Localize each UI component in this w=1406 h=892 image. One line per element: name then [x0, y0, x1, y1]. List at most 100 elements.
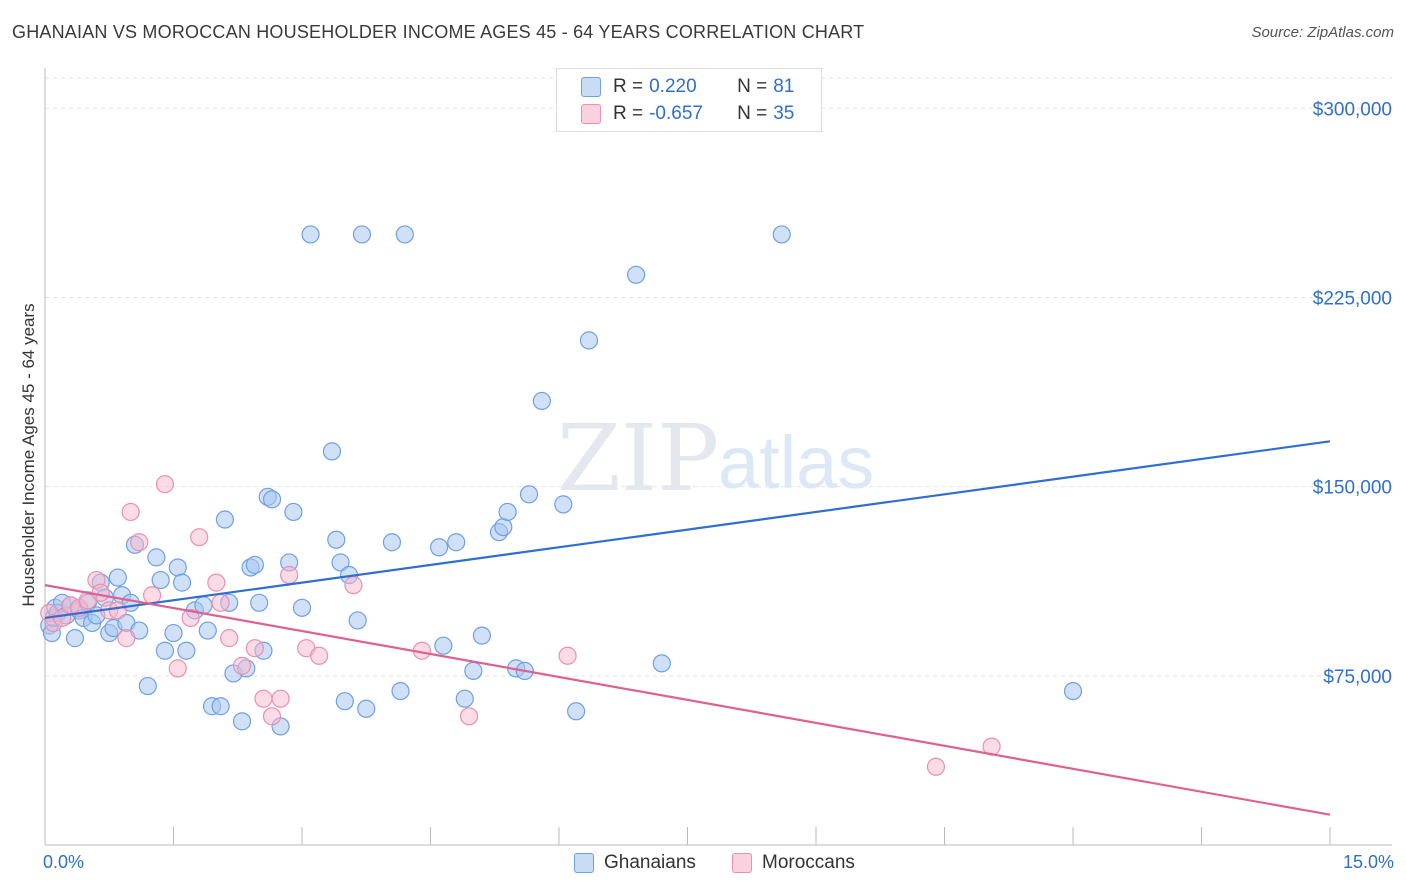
ghanaians-point — [198, 621, 217, 640]
ghanaians-point — [1063, 681, 1083, 701]
legend-row-ghanaians: R = 0.220 N = 81 — [557, 74, 794, 100]
ghanaians-point — [301, 225, 320, 244]
ghanaians-point — [177, 641, 196, 660]
moroccans-point — [926, 757, 946, 776]
moroccans-point — [181, 608, 200, 628]
ghanaians-point — [382, 533, 402, 552]
axes — [44, 68, 1392, 846]
x-tick-label-max: 15.0% — [1342, 852, 1394, 872]
ghanaians-point — [447, 533, 466, 552]
ghanaians-point — [331, 553, 350, 572]
ghanaians-point — [464, 661, 483, 681]
moroccans-point — [280, 565, 299, 585]
x-tick-label-min: 0.0% — [43, 852, 85, 872]
ghanaians-trend-line — [44, 440, 1331, 620]
moroccans-point — [459, 707, 479, 726]
moroccans-point — [220, 629, 239, 648]
y-tick-labels: $75,000 $150,000 $225,000 $300,000 — [1313, 99, 1392, 688]
ghanaians-point — [172, 573, 192, 592]
moroccans-point — [108, 601, 127, 620]
ghanaians-point — [532, 391, 551, 411]
legend-item-ghanaians: Ghanaians — [574, 852, 696, 874]
legend-label: Ghanaians — [604, 852, 696, 873]
watermark-atlas: atlas — [718, 421, 874, 504]
ghanaians-point — [211, 697, 230, 716]
legend-item-moroccans: Moroccans — [732, 852, 855, 874]
legend-label: Moroccans — [762, 852, 855, 873]
ghanaians-point — [498, 502, 517, 522]
moroccans-point — [130, 533, 149, 552]
r-value: -0.657 — [649, 103, 703, 124]
moroccans-trend-line — [44, 584, 1331, 816]
ghanaians-point — [250, 593, 269, 612]
ghanaians-point — [429, 538, 449, 557]
ghanaians-point — [65, 629, 85, 648]
moroccans-point — [262, 707, 282, 726]
chart-title: GHANAIAN VS MOROCCAN HOUSEHOLDER INCOME … — [12, 22, 865, 42]
moroccans-swatch — [732, 853, 752, 873]
ghanaians-point — [357, 699, 376, 718]
ghanaians-point — [284, 502, 303, 522]
ghanaians-point — [292, 598, 312, 617]
ghanaians-point — [138, 676, 157, 696]
moroccans-points — [40, 475, 1001, 776]
trend-lines — [44, 440, 1331, 816]
moroccans-point — [142, 586, 162, 605]
ghanaians-point — [554, 495, 573, 514]
n-label: N = — [737, 76, 768, 97]
y-tick-label: $75,000 — [1323, 667, 1392, 688]
y-axis-label: Householder Income Ages 45 - 64 years — [19, 303, 38, 607]
ghanaians-point — [626, 265, 646, 284]
source-label: Source: ZipAtlas.com — [1251, 24, 1394, 41]
legend-row-moroccans: R = -0.657 N = 35 — [557, 101, 794, 127]
ghanaians-point — [322, 442, 342, 461]
ghanaians-swatch — [574, 853, 594, 873]
moroccans-point — [344, 576, 363, 595]
ghanaians-point — [652, 654, 671, 673]
ghanaians-point — [434, 636, 453, 655]
y-tick-label: $150,000 — [1313, 478, 1392, 499]
ghanaians-point — [164, 623, 183, 643]
r-label: R = — [613, 103, 644, 124]
moroccans-point — [232, 656, 252, 675]
moroccans-point — [121, 502, 140, 522]
ghanaians-point — [579, 331, 599, 350]
watermark-zip: ZIP — [557, 405, 719, 512]
ghanaians-point — [335, 692, 354, 711]
ghanaians-point — [391, 681, 410, 701]
ghanaians-point — [108, 568, 127, 587]
n-value: 35 — [773, 103, 795, 124]
ghanaians-point — [168, 558, 187, 577]
ghanaians-swatch — [581, 77, 601, 97]
series-legend: Ghanaians Moroccans — [0, 852, 1406, 878]
ghanaians-point — [455, 689, 474, 708]
ghanaians-point — [519, 485, 539, 504]
ghanaians-point — [352, 225, 372, 244]
grid-lines — [45, 77, 1392, 677]
ghanaians-point — [262, 490, 282, 509]
ghanaians-point — [232, 712, 252, 731]
r-value: 0.220 — [649, 76, 697, 97]
ghanaians-point — [215, 510, 234, 529]
moroccans-point — [117, 629, 136, 648]
moroccans-point — [211, 593, 230, 612]
moroccans-point — [271, 689, 290, 708]
ghanaians-point — [772, 225, 791, 244]
n-value: 81 — [773, 76, 795, 97]
ghanaians-point — [567, 702, 586, 721]
ghanaians-point — [494, 517, 513, 537]
moroccans-point — [245, 639, 264, 658]
moroccans-point — [558, 646, 577, 665]
ghanaians-point — [327, 530, 346, 549]
ghanaians-point — [194, 596, 213, 615]
moroccans-point — [190, 528, 209, 547]
y-tick-label: $225,000 — [1313, 289, 1392, 310]
moroccans-point — [310, 646, 329, 665]
moroccans-point — [155, 475, 175, 494]
moroccans-swatch — [581, 104, 601, 124]
ghanaians-point — [155, 641, 175, 660]
moroccans-point — [53, 608, 72, 628]
ghanaians-point — [472, 626, 491, 645]
ghanaians-point — [245, 555, 264, 575]
ghanaians-point — [395, 225, 414, 244]
